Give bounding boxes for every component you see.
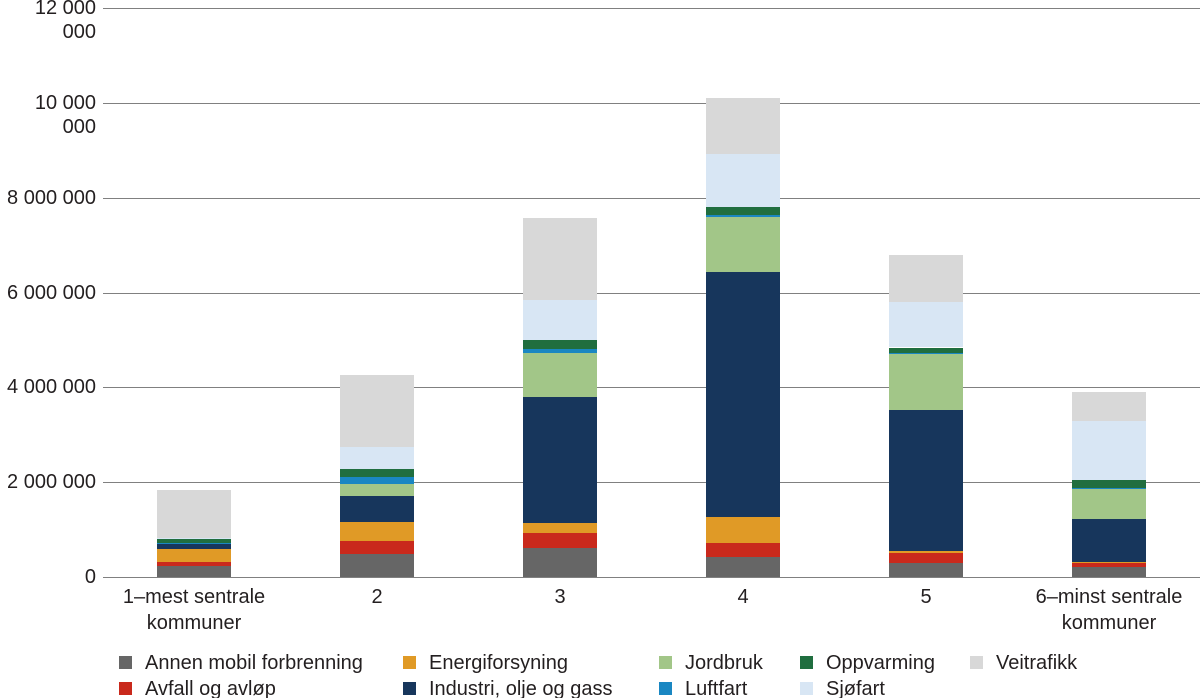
bar-segment-annen-mobil-forbrenning	[340, 554, 414, 577]
y-axis-tick-label: 2 000 000	[7, 471, 96, 493]
bar-segment-luftfart	[523, 349, 597, 353]
y-axis-tick-label: 12 000 000	[34, 0, 96, 43]
legend-label: Luftfart	[685, 678, 748, 698]
bar-segment-sj-fart	[889, 302, 963, 348]
bar-segment-jordbruk	[157, 543, 231, 545]
bar-segment-oppvarming	[340, 468, 414, 477]
bar-segment-jordbruk	[340, 483, 414, 496]
bar-segment-energiforsyning	[157, 549, 231, 563]
gridline	[103, 103, 1200, 104]
bar-segment-luftfart	[157, 542, 231, 544]
bar-segment-industri-olje-og-gass	[1072, 519, 1146, 563]
gridline	[103, 387, 1200, 388]
bar-segment-avfall-og-avl-p	[706, 543, 780, 558]
x-axis-label: 6–minst sentrale kommuner	[1035, 586, 1183, 634]
bar-segment-avfall-og-avl-p	[1072, 563, 1146, 568]
x-axis-label: 5	[920, 586, 932, 608]
legend-swatch	[800, 656, 813, 669]
bar-segment-luftfart	[1072, 488, 1146, 489]
legend-swatch	[119, 656, 132, 669]
bar-segment-annen-mobil-forbrenning	[1072, 567, 1146, 577]
legend-label: Oppvarming	[826, 652, 935, 674]
legend-label: Annen mobil forbrenning	[145, 652, 363, 674]
bar-segment-industri-olje-og-gass	[889, 410, 963, 552]
bar-segment-avfall-og-avl-p	[523, 533, 597, 549]
x-axis-label: 4	[737, 586, 749, 608]
bar-segment-veitrafikk	[340, 375, 414, 447]
bar-segment-annen-mobil-forbrenning	[889, 562, 963, 577]
bar-segment-oppvarming	[157, 538, 231, 543]
bar-segment-jordbruk	[706, 216, 780, 272]
x-axis-label: 3	[554, 586, 566, 608]
bar-segment-veitrafikk	[523, 218, 597, 301]
gridline	[103, 8, 1200, 9]
legend-label: Energiforsyning	[429, 652, 568, 674]
gridline	[103, 198, 1200, 199]
bar-segment-sj-fart	[340, 446, 414, 469]
bar-segment-oppvarming	[523, 340, 597, 350]
gridline	[103, 577, 1200, 578]
bar-segment-energiforsyning	[340, 521, 414, 541]
legend-label: Industri, olje og gass	[429, 678, 613, 698]
bar-segment-veitrafikk	[706, 98, 780, 155]
bar-segment-oppvarming	[706, 207, 780, 216]
legend-swatch	[403, 682, 416, 695]
bar-segment-luftfart	[340, 476, 414, 484]
legend-label: Veitrafikk	[996, 652, 1078, 674]
bar-segment-avfall-og-avl-p	[157, 562, 231, 567]
bar-segment-luftfart	[706, 215, 780, 217]
bar-segment-luftfart	[889, 352, 963, 354]
bar-segment-industri-olje-og-gass	[523, 397, 597, 524]
legend-label: Sjøfart	[826, 678, 885, 698]
legend-label: Avfall og avløp	[145, 678, 276, 698]
bar-segment-industri-olje-og-gass	[706, 271, 780, 517]
y-axis-tick-label: 10 000 000	[34, 92, 96, 138]
legend-swatch	[970, 656, 983, 669]
legend-swatch	[119, 682, 132, 695]
legend-swatch	[659, 656, 672, 669]
legend-swatch	[403, 656, 416, 669]
gridline	[103, 482, 1200, 483]
gridline	[103, 293, 1200, 294]
x-axis-label: 1–mest sentrale kommuner	[122, 586, 266, 634]
x-axis-label: 2	[371, 586, 383, 608]
y-axis-tick-label: 0	[84, 566, 96, 588]
bar-segment-annen-mobil-forbrenning	[157, 566, 231, 577]
bar-segment-industri-olje-og-gass	[340, 495, 414, 522]
y-axis-tick-label: 6 000 000	[7, 282, 96, 304]
bar-segment-annen-mobil-forbrenning	[523, 548, 597, 577]
bar-segment-energiforsyning	[706, 517, 780, 544]
bar-segment-avfall-og-avl-p	[340, 540, 414, 554]
bar-segment-avfall-og-avl-p	[889, 552, 963, 563]
bar-segment-sj-fart	[706, 154, 780, 208]
bar-segment-energiforsyning	[523, 523, 597, 534]
legend-swatch	[800, 682, 813, 695]
bar-segment-energiforsyning	[1072, 562, 1146, 563]
y-axis-tick-label: 8 000 000	[7, 187, 96, 209]
bar-segment-energiforsyning	[889, 551, 963, 553]
bar-segment-jordbruk	[1072, 488, 1146, 520]
y-axis-tick-label: 4 000 000	[7, 376, 96, 398]
bar-segment-veitrafikk	[157, 489, 231, 538]
legend-swatch	[659, 682, 672, 695]
bar-segment-sj-fart	[157, 537, 231, 539]
bar-segment-sj-fart	[1072, 421, 1146, 481]
bar-segment-veitrafikk	[1072, 392, 1146, 422]
bar-segment-annen-mobil-forbrenning	[706, 557, 780, 577]
bar-segment-jordbruk	[523, 352, 597, 398]
bar-segment-jordbruk	[889, 353, 963, 411]
bar-segment-industri-olje-og-gass	[157, 544, 231, 550]
legend-label: Jordbruk	[685, 652, 763, 674]
bar-segment-oppvarming	[889, 347, 963, 353]
bar-segment-sj-fart	[523, 300, 597, 341]
bar-segment-veitrafikk	[889, 254, 963, 303]
bar-segment-oppvarming	[1072, 480, 1146, 489]
